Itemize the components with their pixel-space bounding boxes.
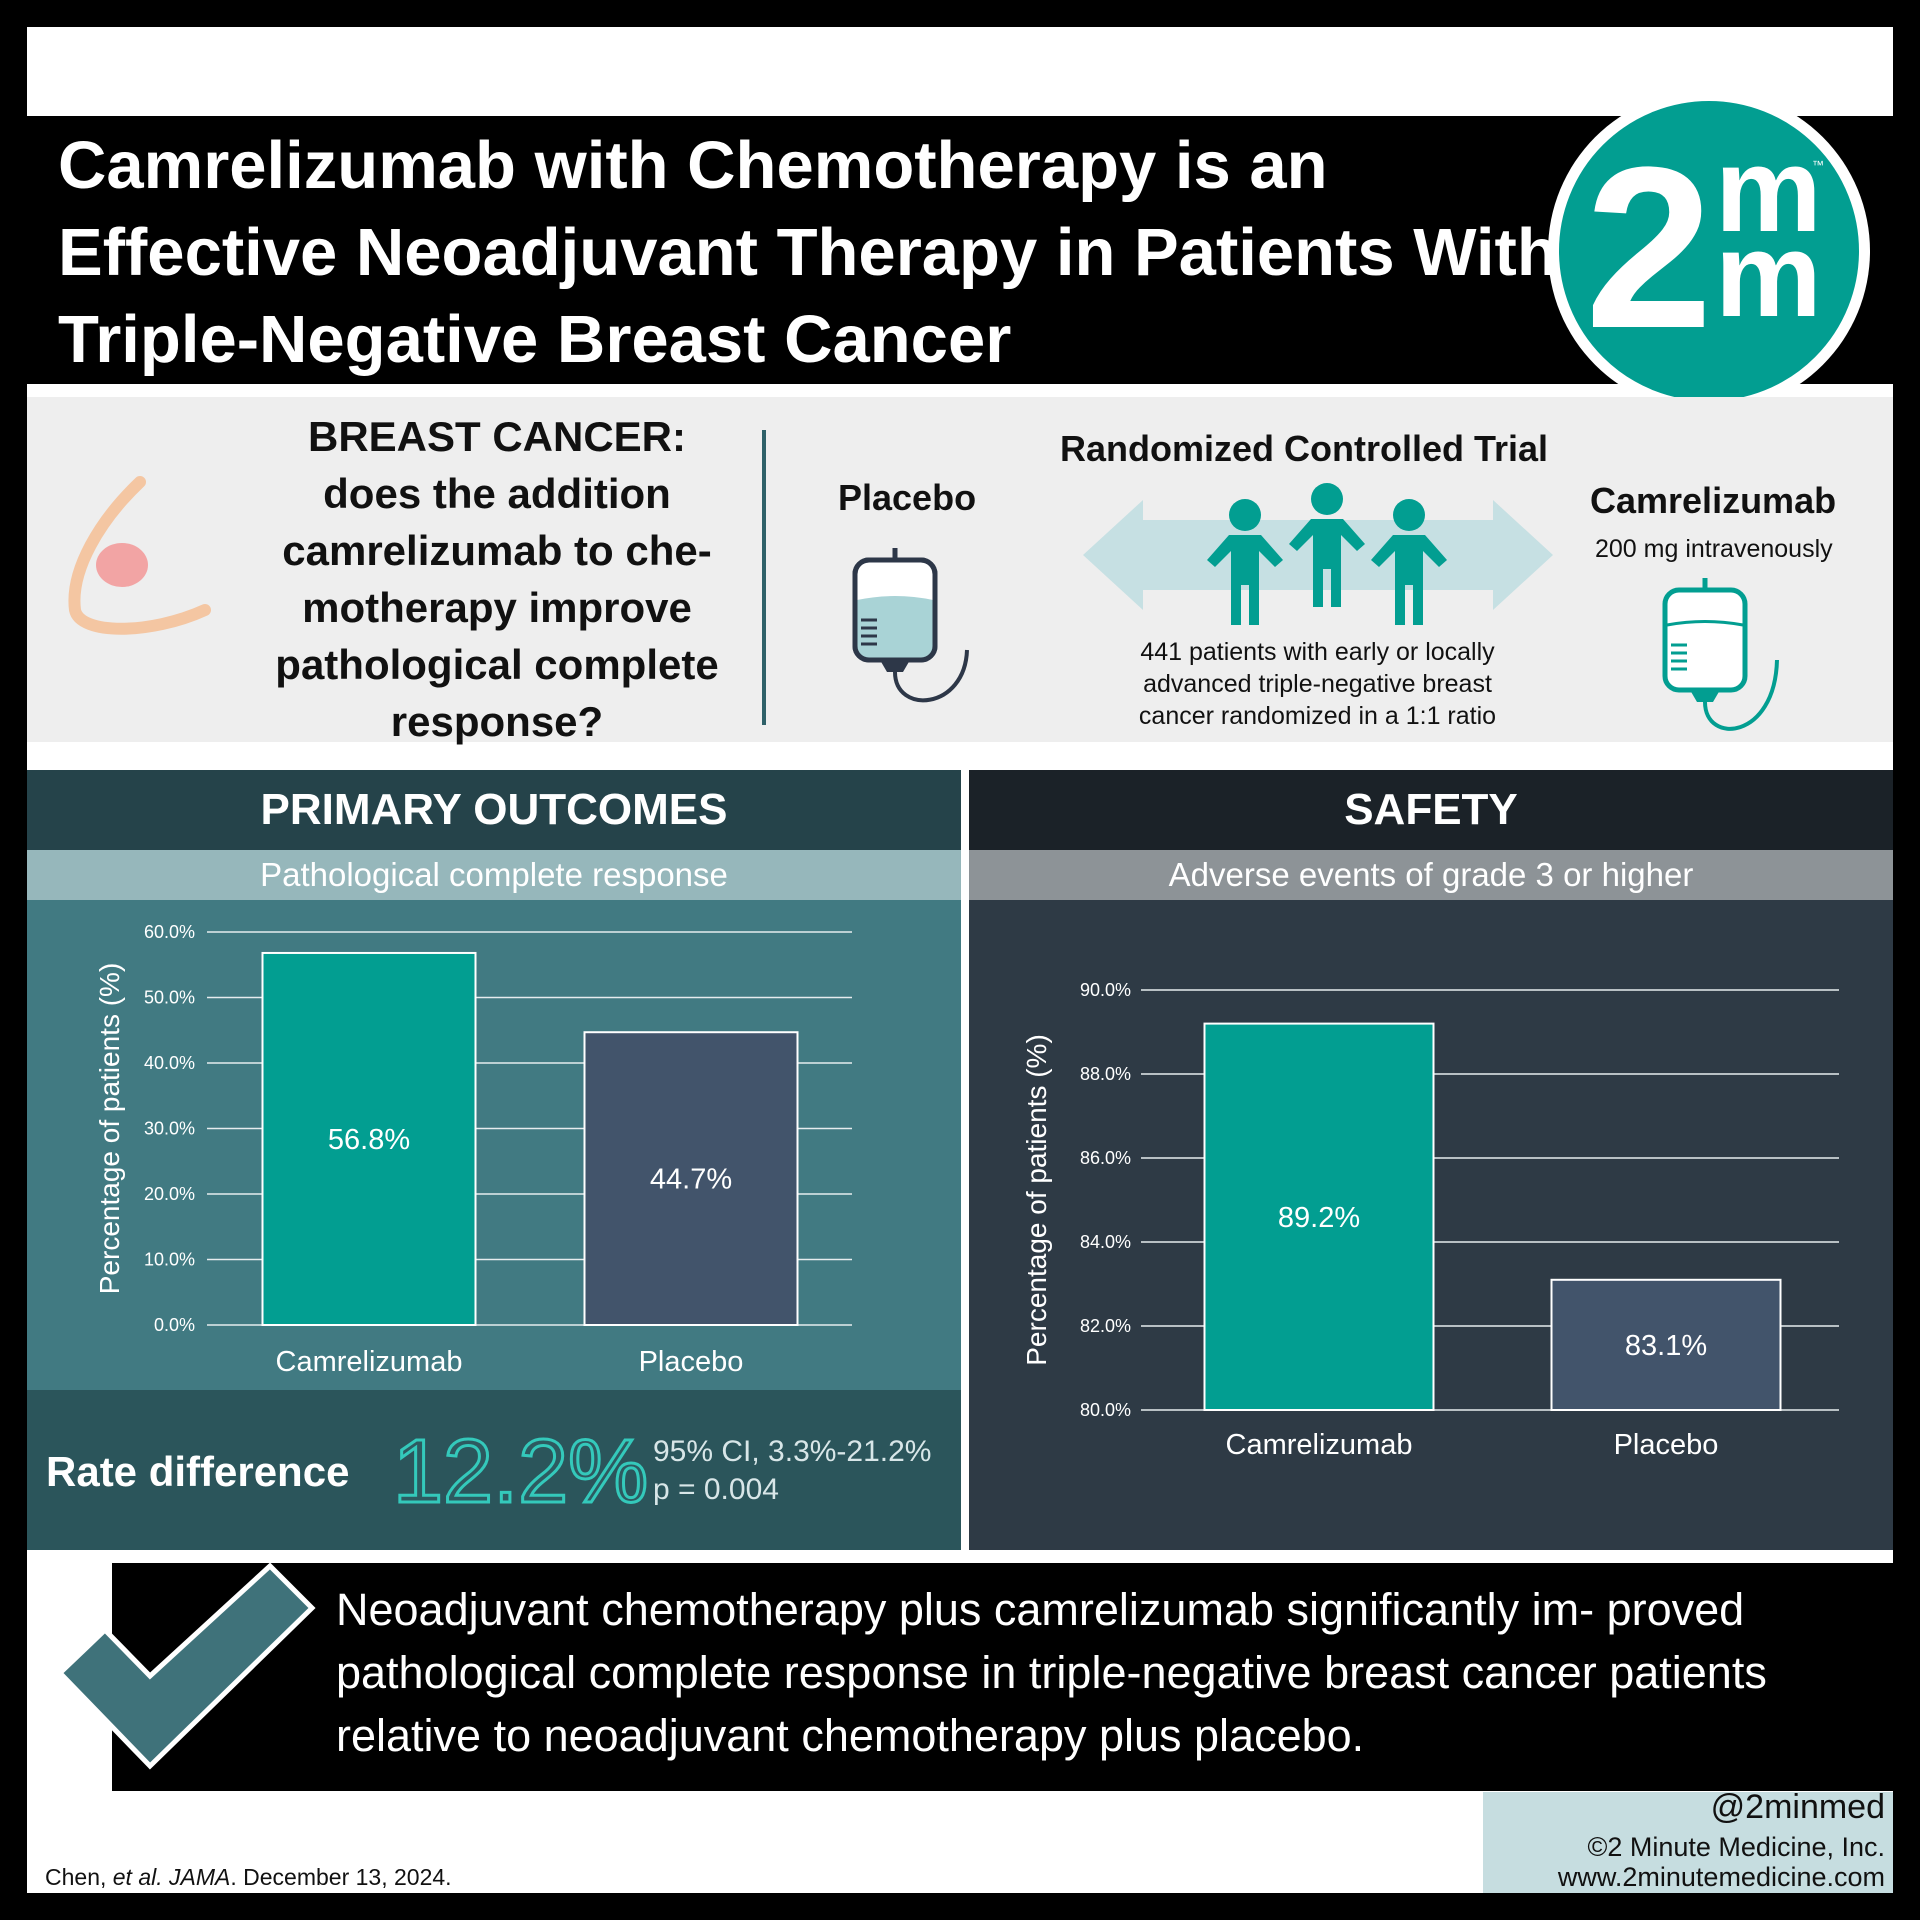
y-tick-label: 84.0% [1080, 1232, 1131, 1252]
website-link[interactable]: www.2minutemedicine.com [1557, 1862, 1885, 1892]
rate-difference-label: Rate difference [46, 1448, 350, 1495]
y-tick-label: 0.0% [154, 1315, 195, 1335]
y-tick-label: 50.0% [144, 988, 195, 1008]
adverse-events-bar-chart: 80.0% 82.0% 84.0% 86.0% 88.0% 90.0% Percentage… [1021, 980, 1839, 1460]
research-question: BREAST CANCER: does the addition camreli… [232, 408, 762, 750]
x-category-label: Placebo [639, 1346, 744, 1378]
drug-label: Camrelizumab [1590, 480, 1837, 521]
question-panel [27, 397, 1893, 742]
x-category-label: Camrelizumab [276, 1346, 463, 1378]
y-axis-label: Percentage of patients (%) [1021, 1034, 1052, 1366]
x-category-label: Placebo [1614, 1429, 1719, 1460]
citation-date: . December 13, 2024. [230, 1864, 452, 1890]
bar [1203, 1022, 1435, 1411]
citation-journal: JAMA [169, 1864, 231, 1890]
rate-difference-value: 12.2% [391, 1421, 649, 1524]
logo-trademark: ™ [1812, 158, 1824, 172]
logo-letter-bottom: m [1715, 208, 1822, 342]
y-tick-label: 40.0% [144, 1053, 195, 1073]
page-title: Camrelizumab with Chemotherapy is an Eff… [58, 128, 1558, 377]
confidence-interval: 95% CI, 3.3%-21.2% [653, 1435, 932, 1468]
question-body: does the addition camrelizumab to che- m… [275, 470, 719, 745]
patients-icon [1207, 483, 1447, 625]
pcr-bar-chart: 0.0% 10.0% 20.0% 30.0% 40.0% 50.0% 60.0% Percen… [94, 922, 852, 1378]
citation: Chen, et al. JAMA. December 13, 2024. [45, 1864, 452, 1891]
divider [762, 430, 766, 725]
primary-outcomes-subheader: Pathological complete response [27, 850, 961, 900]
x-category-label: Camrelizumab [1226, 1429, 1413, 1460]
patients-arrow-graphic [1083, 483, 1553, 625]
safety-subheader: Adverse events of grade 3 or higher [969, 850, 1893, 900]
copyright: ©2 Minute Medicine, Inc. [1587, 1832, 1885, 1862]
y-axis-label: Percentage of patients (%) [94, 963, 125, 1295]
p-value: p = 0.004 [653, 1473, 779, 1506]
iv-bag-camrelizumab-icon [1662, 578, 1779, 731]
checkmark-icon [56, 1562, 316, 1770]
y-tick-label: 86.0% [1080, 1148, 1131, 1168]
bar-value-label: 83.1% [1625, 1330, 1707, 1362]
rate-difference-panel [27, 1390, 961, 1550]
conclusion-text: Neoadjuvant chemotherapy plus camrelizum… [336, 1584, 1767, 1761]
logo-badge [1556, 98, 1862, 404]
patients-line-2: advanced triple-negative breast [1143, 670, 1492, 698]
primary-outcomes-header: PRIMARY OUTCOMES [27, 770, 961, 850]
logo-letter-top: m [1715, 123, 1822, 257]
branding-box [1483, 1792, 1893, 1893]
social-handle: @2minmed [1710, 1788, 1885, 1826]
citation-authors: Chen, [45, 1864, 113, 1890]
y-tick-label: 88.0% [1080, 1064, 1131, 1084]
question-heading: BREAST CANCER: [308, 413, 686, 460]
bar [1550, 1278, 1782, 1411]
y-tick-label: 30.0% [144, 1119, 195, 1139]
bar-value-label: 44.7% [650, 1164, 732, 1196]
iv-bag-placebo-icon [852, 548, 969, 703]
logo-number: 2 [1585, 119, 1713, 376]
conclusion-band [112, 1563, 1893, 1791]
bar [261, 951, 477, 1327]
y-tick-label: 80.0% [1080, 1400, 1131, 1420]
y-tick-label: 82.0% [1080, 1316, 1131, 1336]
y-tick-label: 60.0% [144, 922, 195, 942]
bar-value-label: 56.8% [328, 1124, 410, 1156]
bar [583, 1031, 799, 1326]
y-tick-label: 10.0% [144, 1250, 195, 1270]
patients-description: 441 patients with early or locally advan… [1080, 636, 1555, 732]
breast-icon [68, 476, 211, 635]
bar-value-label: 89.2% [1278, 1202, 1360, 1234]
trial-title: Randomized Controlled Trial [1060, 428, 1549, 469]
safety-header: SAFETY [969, 770, 1893, 850]
citation-etal: et al. [112, 1864, 163, 1890]
patients-line-1: 441 patients with early or locally [1140, 638, 1495, 666]
placebo-label: Placebo [838, 477, 977, 518]
y-tick-label: 90.0% [1080, 980, 1131, 1000]
drug-dose: 200 mg intravenously [1595, 535, 1833, 563]
y-tick-label: 20.0% [144, 1184, 195, 1204]
patients-line-3: cancer randomized in a 1:1 ratio [1138, 702, 1497, 730]
